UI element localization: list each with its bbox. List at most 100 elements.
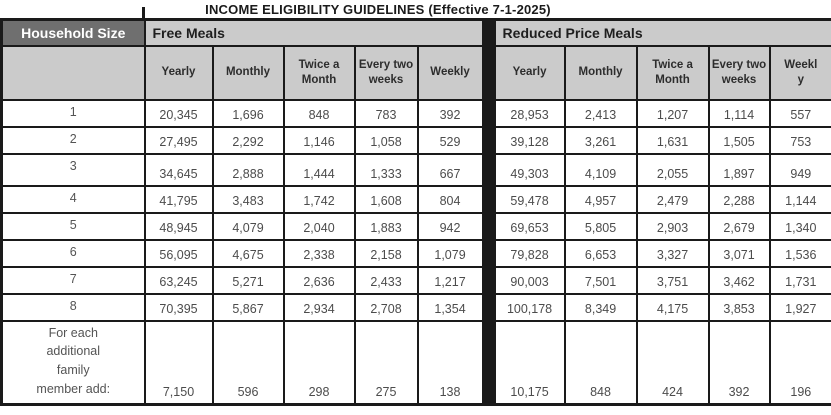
free-meals-value-cell: 1,217 [416, 265, 484, 295]
reduced-price-value-cell: 49,303 [493, 152, 566, 187]
free-meals-value-cell: 2,934 [282, 292, 356, 322]
reduced-price-value-cell: 196 [768, 319, 831, 406]
free-meals-value-cell: 7,150 [143, 319, 214, 406]
free-meals-value-cell: 1,608 [353, 184, 419, 214]
table-row-household-3: 3 34,645 2,888 1,444 1,333 667 49,303 4,109 2,05… [0, 152, 831, 187]
free-meals-value-cell: 56,095 [143, 238, 214, 268]
household-size-cell: 1 [0, 98, 146, 128]
additional-member-label-cell: For each additional family member add: [0, 319, 146, 406]
reduced-price-value-cell: 1,207 [635, 98, 710, 128]
section-divider [481, 44, 496, 101]
reduced-price-value-cell: 69,653 [493, 211, 566, 241]
table-row-household-5: 5 48,945 4,079 2,040 1,883 942 69,653 5,805 2,90… [0, 211, 831, 241]
free-meals-value-cell: 1,079 [416, 238, 484, 268]
free-meals-value-cell: 20,345 [143, 98, 214, 128]
household-size-cell: 2 [0, 125, 146, 155]
reduced-price-value-cell: 2,903 [635, 211, 710, 241]
title-divider-tick [142, 7, 145, 20]
free-meals-value-cell: 2,338 [282, 238, 356, 268]
column-header-reduced-price-meals-weekly: Weekly [768, 44, 831, 101]
section-divider [481, 292, 496, 322]
column-header-free-meals-monthly: Monthly [211, 44, 285, 101]
household-size-cell: 8 [0, 292, 146, 322]
reduced-price-value-cell: 5,805 [563, 211, 638, 241]
column-header-reduced-price-meals-yearly: Yearly [493, 44, 566, 101]
reduced-price-value-cell: 39,128 [493, 125, 566, 155]
reduced-price-value-cell: 1,897 [707, 152, 771, 187]
free-meals-value-cell: 5,271 [211, 265, 285, 295]
free-meals-header: Free Meals [143, 18, 484, 47]
reduced-price-value-cell: 1,114 [707, 98, 771, 128]
free-meals-value-cell: 3,483 [211, 184, 285, 214]
reduced-price-value-cell: 1,927 [768, 292, 831, 322]
section-divider [481, 265, 496, 295]
free-meals-value-cell: 41,795 [143, 184, 214, 214]
free-meals-value-cell: 4,675 [211, 238, 285, 268]
household-size-cell: 3 [0, 152, 146, 187]
free-meals-value-cell: 34,645 [143, 152, 214, 187]
free-meals-value-cell: 783 [353, 98, 419, 128]
reduced-price-value-cell: 6,653 [563, 238, 638, 268]
section-divider [481, 238, 496, 268]
section-divider [481, 152, 496, 187]
reduced-price-value-cell: 1,505 [707, 125, 771, 155]
column-headers-row: Yearly Monthly Twice a Month Every two week… [0, 44, 831, 101]
reduced-price-value-cell: 949 [768, 152, 831, 187]
free-meals-value-cell: 63,245 [143, 265, 214, 295]
column-header-free-meals-yearly: Yearly [143, 44, 214, 101]
free-meals-value-cell: 804 [416, 184, 484, 214]
free-meals-value-cell: 4,079 [211, 211, 285, 241]
column-header-reduced-price-meals-every-two-weeks: Every two weeks [707, 44, 771, 101]
reduced-price-value-cell: 753 [768, 125, 831, 155]
table-row-household-6: 6 56,095 4,675 2,338 2,158 1,079 79,828 6,653 3,… [0, 238, 831, 268]
reduced-price-value-cell: 4,175 [635, 292, 710, 322]
section-divider [481, 18, 496, 47]
free-meals-value-cell: 1,354 [416, 292, 484, 322]
section-divider [481, 184, 496, 214]
reduced-price-value-cell: 2,055 [635, 152, 710, 187]
free-meals-value-cell: 1,146 [282, 125, 356, 155]
reduced-price-value-cell: 1,631 [635, 125, 710, 155]
free-meals-value-cell: 392 [416, 98, 484, 128]
free-meals-value-cell: 2,040 [282, 211, 356, 241]
free-meals-value-cell: 275 [353, 319, 419, 406]
household-size-empty-cell [0, 44, 146, 101]
column-header-free-meals-twice-a-month: Twice a Month [282, 44, 356, 101]
free-meals-value-cell: 138 [416, 319, 484, 406]
free-meals-value-cell: 596 [211, 319, 285, 406]
reduced-price-value-cell: 79,828 [493, 238, 566, 268]
free-meals-value-cell: 848 [282, 98, 356, 128]
free-meals-value-cell: 70,395 [143, 292, 214, 322]
table-row-household-4: 4 41,795 3,483 1,742 1,608 804 59,478 4,957 2,47… [0, 184, 831, 214]
free-meals-value-cell: 298 [282, 319, 356, 406]
free-meals-value-cell: 942 [416, 211, 484, 241]
household-size-cell: 5 [0, 211, 146, 241]
free-meals-value-cell: 2,433 [353, 265, 419, 295]
reduced-price-value-cell: 1,340 [768, 211, 831, 241]
free-meals-value-cell: 1,742 [282, 184, 356, 214]
reduced-price-value-cell: 2,479 [635, 184, 710, 214]
reduced-price-value-cell: 90,003 [493, 265, 566, 295]
free-meals-value-cell: 1,696 [211, 98, 285, 128]
table-row-household-7: 7 63,245 5,271 2,636 2,433 1,217 90,003 7,501 3,… [0, 265, 831, 295]
section-divider [481, 319, 496, 406]
reduced-price-value-cell: 3,853 [707, 292, 771, 322]
household-size-cell: 6 [0, 238, 146, 268]
household-size-header: Household Size [0, 18, 146, 47]
free-meals-value-cell: 1,883 [353, 211, 419, 241]
reduced-price-value-cell: 7,501 [563, 265, 638, 295]
reduced-price-value-cell: 2,413 [563, 98, 638, 128]
reduced-price-value-cell: 3,751 [635, 265, 710, 295]
reduced-price-value-cell: 1,536 [768, 238, 831, 268]
free-meals-value-cell: 2,708 [353, 292, 419, 322]
reduced-price-value-cell: 59,478 [493, 184, 566, 214]
reduced-price-value-cell: 2,288 [707, 184, 771, 214]
free-meals-value-cell: 27,495 [143, 125, 214, 155]
free-meals-value-cell: 667 [416, 152, 484, 187]
income-eligibility-table: Household Size Free Meals Reduced Price … [0, 18, 831, 406]
reduced-price-value-cell: 557 [768, 98, 831, 128]
reduced-price-value-cell: 2,679 [707, 211, 771, 241]
reduced-price-value-cell: 28,953 [493, 98, 566, 128]
page-title: INCOME ELIGIBILITY GUIDELINES (Effective… [205, 2, 551, 17]
